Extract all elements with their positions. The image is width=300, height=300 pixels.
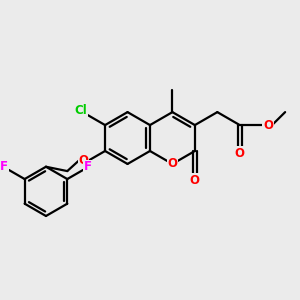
Text: F: F: [84, 160, 92, 173]
Text: O: O: [190, 174, 200, 187]
Text: Cl: Cl: [75, 103, 87, 117]
Text: F: F: [0, 160, 8, 173]
Text: O: O: [235, 147, 245, 160]
Text: O: O: [263, 118, 273, 132]
Text: O: O: [78, 154, 88, 166]
Text: O: O: [167, 158, 177, 170]
